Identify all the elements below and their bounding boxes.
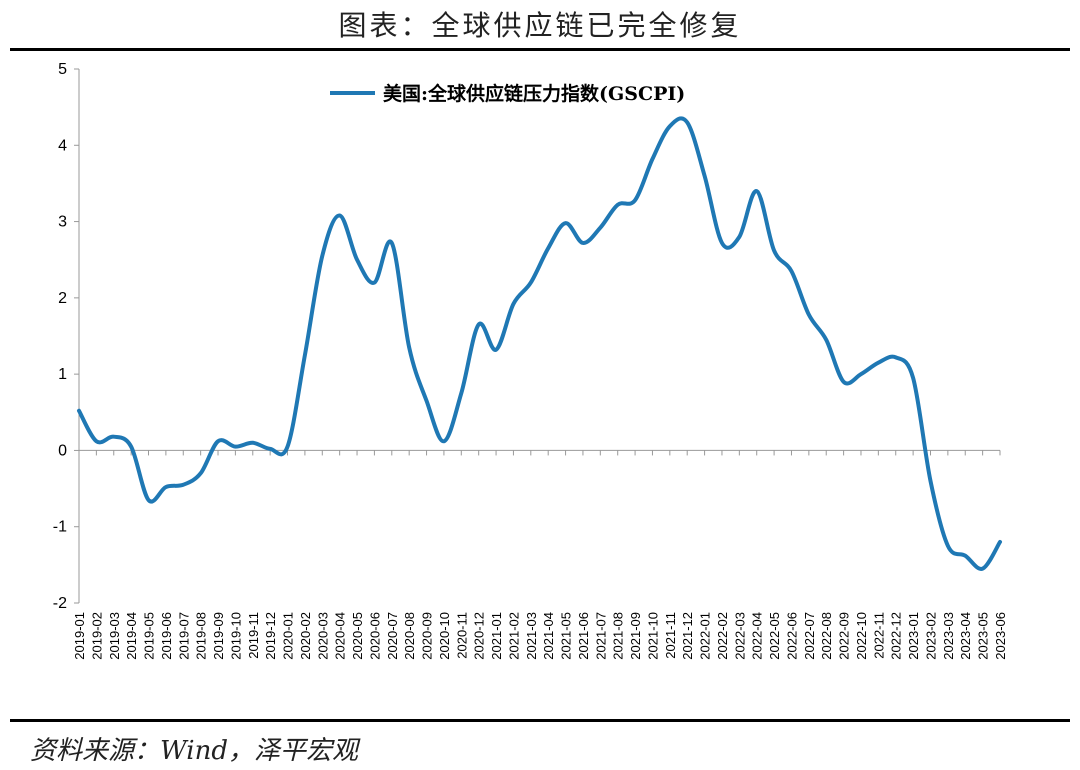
x-tick-label: 2022-01 [698,612,713,660]
y-tick-label: 0 [58,442,67,459]
x-tick-label: 2021-06 [576,612,591,660]
x-tick-label: 2020-08 [402,612,417,660]
x-tick-label: 2022-03 [732,612,747,660]
y-tick-label: 4 [58,137,67,154]
x-tick-label: 2019-10 [228,612,243,660]
gscpi-series-line [77,116,1002,571]
legend-label: 美国:全球供应链压力指数(GSCPI) [383,82,685,105]
bottom-rule [10,719,1070,722]
x-tick-label: 2019-11 [246,612,261,659]
x-axis-ticks: 2019-01 2019-02 2019-03 2019-04 2019-05 2019-… [72,450,1008,660]
y-tick-label: 3 [58,214,67,231]
x-tick-label: 2023-05 [976,612,991,660]
x-tick-label: 2021-10 [645,612,660,660]
x-tick-label: 2019-04 [124,612,139,660]
x-tick-label: 2020-12 [472,612,487,660]
x-tick-label: 2022-05 [767,612,782,660]
source-note: 资料来源：Wind，泽平宏观 [30,736,358,766]
x-tick-label: 2020-01 [281,612,296,660]
x-tick-label: 2021-08 [611,612,626,660]
axes [78,69,1000,603]
x-tick-label: 2021-05 [559,612,574,660]
x-tick-label: 2021-07 [593,612,608,660]
x-tick-label: 2019-12 [263,612,278,660]
x-tick-label: 2021-02 [506,612,521,660]
x-tick-label: 2021-04 [541,612,556,660]
x-tick-label: 2019-05 [142,612,157,660]
x-tick-label: 2022-09 [837,612,852,660]
x-tick-label: 2022-04 [750,612,765,660]
x-tick-label: 2020-10 [437,612,452,660]
figure-title: 图表：全球供应链已完全修复 [338,9,742,42]
x-tick-label: 2021-03 [524,612,539,660]
y-tick-label: 5 [58,61,67,78]
x-tick-label: 2020-09 [420,612,435,660]
x-tick-label: 2020-05 [350,612,365,660]
x-tick-label: 2019-01 [72,612,87,660]
x-tick-label: 2019-07 [176,612,191,660]
x-tick-label: 2020-02 [298,612,313,660]
x-tick-label: 2022-07 [802,612,817,660]
x-tick-label: 2020-04 [333,612,348,660]
top-rule [10,48,1070,51]
x-tick-label: 2022-06 [784,612,799,660]
y-tick-label: -1 [53,519,67,536]
x-tick-label: 2019-02 [89,612,104,660]
x-tick-label: 2019-08 [194,612,209,660]
x-tick-label: 2019-09 [211,612,226,660]
x-tick-label: 2021-01 [489,612,504,660]
x-tick-label: 2020-03 [315,612,330,660]
x-tick-label: 2022-10 [854,612,869,660]
x-tick-label: 2022-11 [871,612,886,659]
y-axis-ticks: -2 -1 0 1 2 3 4 5 [53,61,79,612]
legend: 美国:全球供应链压力指数(GSCPI) [330,82,685,105]
x-tick-label: 2020-07 [385,612,400,660]
x-tick-label: 2023-06 [993,612,1008,660]
x-tick-label: 2021-11 [663,612,678,659]
x-tick-label: 2022-12 [889,612,904,660]
x-tick-label: 2023-04 [958,612,973,660]
x-tick-label: 2020-06 [367,612,382,660]
x-tick-label: 2023-01 [906,612,921,660]
y-tick-label: 1 [58,366,67,383]
x-tick-label: 2022-02 [715,612,730,660]
x-tick-label: 2020-11 [454,612,469,659]
y-tick-label: -2 [53,595,67,612]
y-tick-label: 2 [58,290,67,307]
x-tick-label: 2019-03 [107,612,122,660]
x-tick-label: 2022-08 [819,612,834,660]
x-tick-label: 2021-09 [628,612,643,660]
x-tick-label: 2021-12 [680,612,695,660]
x-tick-label: 2023-02 [923,612,938,660]
x-tick-label: 2019-06 [159,612,174,660]
x-tick-label: 2023-03 [941,612,956,660]
